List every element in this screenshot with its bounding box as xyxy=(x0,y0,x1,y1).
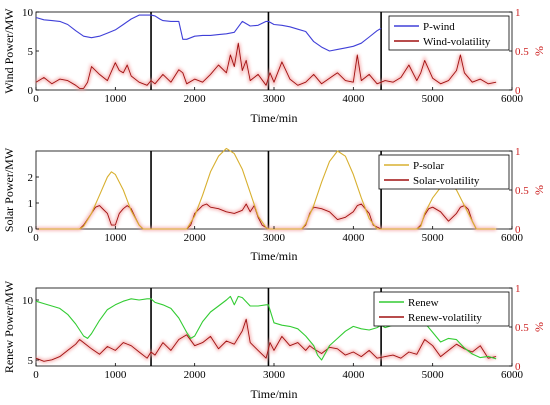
right-y-tick-label: 0.5 xyxy=(515,185,529,197)
right-y-tick-label: 1 xyxy=(515,7,521,19)
x-tick-label: 1000 xyxy=(104,93,127,105)
renew-legend: Renew Renew-volatility xyxy=(373,291,510,327)
x-tick-label: 1000 xyxy=(104,232,127,244)
solar-right-ylabel: % xyxy=(532,185,546,195)
y-tick-label: 0 xyxy=(28,85,34,97)
series-line-renew-volatility xyxy=(35,318,497,362)
x-tick-label: 1000 xyxy=(104,369,127,381)
legend-label-renew-volatility: Renew-volatility xyxy=(408,312,482,324)
x-tick-label: 0 xyxy=(33,232,39,244)
right-y-tick-label: 0 xyxy=(515,85,521,97)
legend-box xyxy=(388,15,510,51)
right-y-tick-label: 1 xyxy=(515,146,521,158)
wind-ylabel: Wind Power/MW xyxy=(2,8,16,94)
x-tick-label: 6000 xyxy=(501,93,524,105)
y-tick-label: 2 xyxy=(28,172,34,184)
legend-box xyxy=(378,154,510,190)
y-tick-label: 5 xyxy=(28,355,34,367)
panel-renew: 0 1000 2000 3000 4000 5000 6000 5 10 0 0.5 1 Renew … xyxy=(2,280,546,401)
right-y-tick-label: 0 xyxy=(515,361,521,373)
series-line-solar-volatility xyxy=(36,203,497,230)
x-tick-label: 5000 xyxy=(422,93,445,105)
y-tick-label: 5 xyxy=(28,46,34,58)
wind-xlabel: Time/min xyxy=(251,111,298,125)
x-tick-label: 2000 xyxy=(184,369,207,381)
legend-label-wind-volatility: Wind-volatility xyxy=(423,36,491,48)
x-tick-label: 2000 xyxy=(184,93,207,105)
legend-label-p-solar: P-solar xyxy=(413,160,445,172)
renew-ylabel: Renew Power/MW xyxy=(2,280,16,373)
series-line-wind-volatility xyxy=(35,42,497,89)
right-y-tick-label: 0.5 xyxy=(515,46,529,58)
y-tick-label: 0 xyxy=(28,224,34,236)
solar-xlabel: Time/min xyxy=(251,249,298,263)
x-tick-label: 6000 xyxy=(501,232,524,244)
wind-right-ylabel: % xyxy=(532,46,546,56)
y-tick-label: 10 xyxy=(22,295,34,307)
y-tick-label: 10 xyxy=(22,7,34,19)
solar-ylabel: Solar Power/MW xyxy=(2,147,16,232)
renew-right-ylabel: % xyxy=(532,322,546,332)
x-tick-label: 3000 xyxy=(263,93,286,105)
x-tick-label: 2000 xyxy=(184,232,207,244)
x-tick-label: 3000 xyxy=(263,369,286,381)
x-tick-label: 5000 xyxy=(422,369,445,381)
solar-legend: P-solar Solar-volatility xyxy=(378,154,510,190)
x-tick-label: 3000 xyxy=(263,232,286,244)
wind-legend: P-wind Wind-volatility xyxy=(388,15,510,51)
x-tick-label: 4000 xyxy=(342,369,365,381)
series-layer xyxy=(35,14,497,91)
x-tick-label: 0 xyxy=(33,93,39,105)
x-tick-label: 0 xyxy=(33,369,39,381)
x-tick-label: 6000 xyxy=(501,369,524,381)
series-layer xyxy=(36,147,497,231)
x-tick-label: 5000 xyxy=(422,232,445,244)
y-tick-label: 1 xyxy=(28,198,34,210)
legend-label-renew: Renew xyxy=(408,297,439,309)
x-tick-label: 4000 xyxy=(342,93,365,105)
legend-label-solar-volatility: Solar-volatility xyxy=(413,175,480,187)
axes-layer: 0 1000 2000 3000 4000 5000 6000 5 10 0 0.5 1 xyxy=(22,283,529,381)
x-tick-label: 4000 xyxy=(342,232,365,244)
right-y-tick-label: 0.5 xyxy=(515,322,529,334)
series-line-p-wind xyxy=(35,14,382,52)
series-line-p-solar xyxy=(36,147,497,230)
renew-xlabel: Time/min xyxy=(251,387,298,401)
legend-label-p-wind: P-wind xyxy=(423,21,455,33)
legend-box xyxy=(373,291,510,327)
right-y-tick-label: 1 xyxy=(515,283,521,295)
right-y-tick-label: 0 xyxy=(515,224,521,236)
